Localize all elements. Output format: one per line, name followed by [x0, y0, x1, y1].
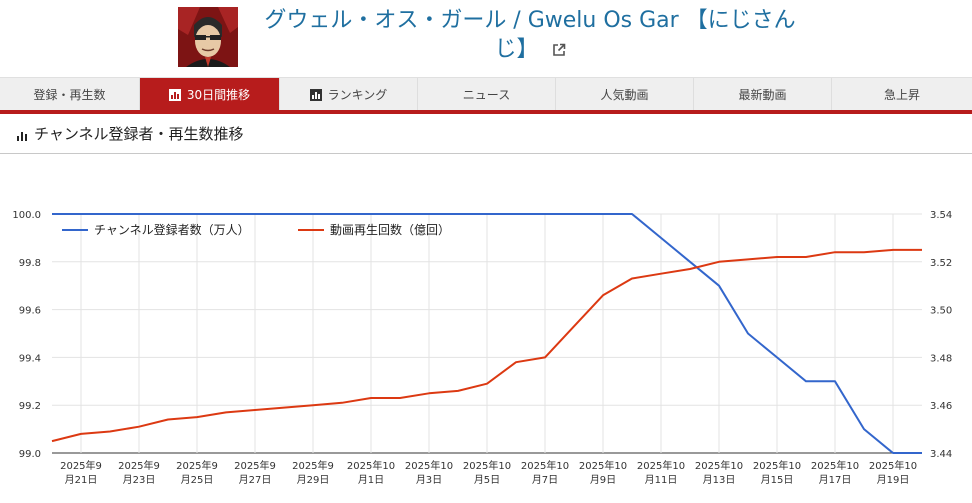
x-tick-label: 月7日	[532, 474, 558, 486]
y-left-tick-label: 99.6	[19, 306, 41, 317]
x-tick-label: 2025年10	[405, 459, 453, 472]
section-heading: チャンネル登録者・再生数推移	[16, 123, 244, 144]
x-tick-label: 2025年10	[347, 459, 395, 472]
y-right-tick-label: 3.46	[930, 401, 952, 412]
x-tick-label: 月5日	[474, 474, 500, 486]
x-tick-label: 月3日	[416, 474, 442, 486]
x-tick-label: 月11日	[645, 474, 678, 486]
x-tick-label: 2025年9	[118, 459, 160, 472]
x-tick-label: 2025年10	[521, 459, 569, 472]
tab-label: ニュース	[462, 88, 511, 102]
channel-header: グウェル・オス・ガール / Gwelu Os Gar 【にじさんじ】	[0, 0, 972, 76]
x-tick-label: 2025年9	[292, 459, 334, 472]
x-tick-label: 2025年10	[695, 459, 743, 472]
x-tick-label: 月29日	[297, 474, 330, 486]
x-tick-label: 月19日	[877, 474, 910, 486]
legend-label: チャンネル登録者数（万人）	[94, 222, 250, 237]
x-tick-label: 2025年9	[60, 459, 102, 472]
tab-trending[interactable]: 急上昇	[832, 78, 972, 111]
section-divider	[0, 153, 972, 154]
bar-chart-icon	[168, 88, 181, 101]
main-nav: 登録・再生数 30日間推移 ランキング ニュース 人気動画 最新動画 急上昇	[0, 77, 972, 112]
x-tick-label: 月23日	[123, 474, 156, 486]
x-tick-label: 月1日	[358, 474, 384, 486]
bar-chart-icon	[16, 128, 28, 141]
y-axis-right: 3.54 3.52 3.50 3.48 3.46 3.44	[930, 210, 952, 460]
tab-label: 急上昇	[883, 88, 920, 102]
x-tick-label: 月9日	[590, 474, 616, 486]
tab-label: ランキング	[327, 88, 388, 102]
x-tick-label: 月15日	[761, 474, 794, 486]
series-line-1	[51, 248, 922, 443]
x-tick-label: 2025年10	[869, 459, 917, 472]
x-tick-label: 2025年9	[176, 459, 218, 472]
channel-avatar[interactable]	[178, 7, 238, 67]
external-link-icon[interactable]	[552, 43, 566, 57]
x-axis: 2025年9 月21日 2025年9 月23日 2025年9 月25日 2025年9 月27日…	[60, 459, 917, 486]
section-title: チャンネル登録者・再生数推移	[34, 125, 244, 143]
x-tick-label: 2025年10	[579, 459, 627, 472]
chart-series	[51, 213, 922, 454]
x-tick-label: 月13日	[703, 474, 736, 486]
x-tick-label: 2025年10	[463, 459, 511, 472]
y-right-tick-label: 3.54	[930, 210, 952, 221]
chart-legend: チャンネル登録者数（万人） 動画再生回数（億回）	[62, 222, 450, 237]
bar-chart-icon	[309, 88, 322, 101]
channel-title[interactable]: グウェル・オス・ガール / Gwelu Os Gar 【にじさんじ】	[250, 6, 810, 64]
tab-ranking[interactable]: ランキング	[280, 78, 418, 111]
tab-latest-videos[interactable]: 最新動画	[694, 78, 832, 111]
x-tick-label: 2025年10	[637, 459, 685, 472]
tab-30day-trend[interactable]: 30日間推移	[140, 78, 280, 111]
x-tick-label: 2025年10	[811, 459, 859, 472]
x-tick-label: 月27日	[239, 474, 272, 486]
tab-label: 人気動画	[600, 88, 649, 102]
y-left-tick-label: 99.2	[19, 401, 41, 412]
chart-grid	[52, 213, 922, 454]
y-left-tick-label: 99.0	[19, 449, 41, 460]
channel-title-text[interactable]: グウェル・オス・ガール / Gwelu Os Gar 【にじさんじ】	[264, 8, 796, 62]
x-tick-label: 月17日	[819, 474, 852, 486]
tab-news[interactable]: ニュース	[418, 78, 556, 111]
tab-label: 登録・再生数	[33, 88, 106, 102]
y-right-tick-label: 3.52	[930, 258, 952, 269]
y-left-tick-label: 99.4	[19, 353, 41, 364]
series-line-0	[52, 213, 922, 454]
tab-label: 30日間推移	[186, 88, 251, 102]
y-axis-left: 100.0 99.8 99.6 99.4 99.2 99.0	[12, 210, 41, 460]
y-right-tick-label: 3.50	[930, 306, 952, 317]
x-tick-label: 2025年9	[234, 459, 276, 472]
tab-registrations[interactable]: 登録・再生数	[0, 78, 140, 111]
avatar-illustration	[178, 7, 238, 67]
x-tick-label: 2025年10	[753, 459, 801, 472]
tab-label: 最新動画	[738, 88, 787, 102]
x-tick-label: 月21日	[65, 474, 98, 486]
y-right-tick-label: 3.48	[930, 353, 952, 364]
subscriber-view-chart: 100.099.899.699.499.299.0 3.543.523.503.…	[12, 210, 952, 486]
y-left-tick-label: 99.8	[19, 258, 41, 269]
tab-popular-videos[interactable]: 人気動画	[556, 78, 694, 111]
y-left-tick-label: 100.0	[12, 210, 41, 221]
y-right-tick-label: 3.44	[930, 449, 952, 460]
x-tick-label: 月25日	[181, 474, 214, 486]
legend-label: 動画再生回数（億回）	[330, 222, 450, 237]
nav-accent-bar	[0, 110, 972, 114]
